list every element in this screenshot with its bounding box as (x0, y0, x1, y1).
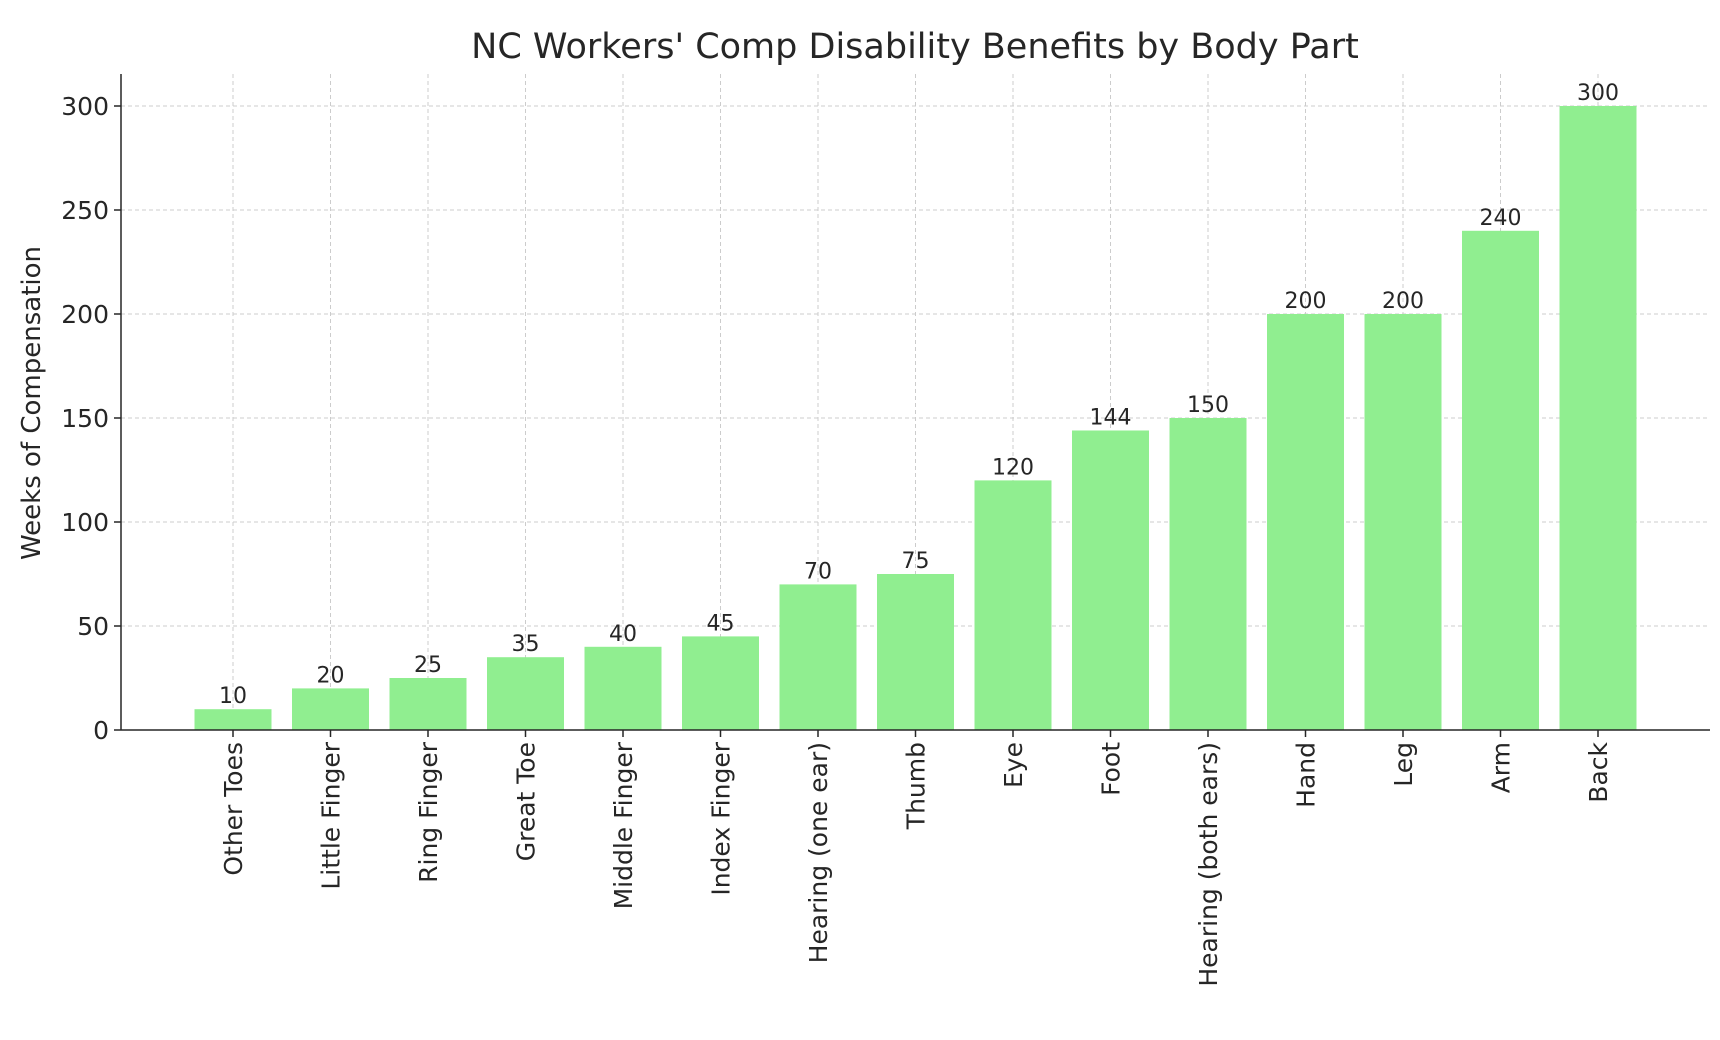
data-label: 25 (414, 653, 442, 678)
data-label: 300 (1577, 81, 1619, 106)
bar (1267, 314, 1344, 730)
bar (1559, 106, 1637, 730)
x-tick-label: Eye (999, 742, 1028, 788)
y-tick-label: 150 (61, 404, 109, 433)
bars: 10 20 25 35 40 45 70 75 120 144 150 200 200 240 300 (194, 81, 1637, 731)
bar (584, 646, 662, 730)
bar (1169, 418, 1247, 730)
bar (779, 584, 857, 730)
data-label: 120 (992, 455, 1034, 480)
y-ticks: 0 50 100 150 200 250 300 (61, 92, 121, 745)
y-tick-label: 200 (61, 300, 109, 329)
x-tick-label: Middle Finger (609, 741, 638, 909)
data-label: 20 (317, 663, 345, 688)
x-tick-label: Leg (1389, 742, 1418, 787)
bar (1364, 314, 1442, 730)
bar (1462, 230, 1539, 731)
data-label: 240 (1480, 206, 1522, 231)
bar (487, 657, 564, 730)
data-label: 45 (707, 611, 735, 636)
bar (389, 678, 467, 730)
x-tick-label: Great Toe (512, 742, 541, 861)
bar (1072, 430, 1149, 730)
bar (974, 480, 1052, 730)
x-ticks: Other Toes Little Finger Ring Finger Great … (219, 730, 1613, 987)
x-tick-label: Hearing (one ear) (804, 742, 833, 963)
y-tick-label: 0 (93, 716, 109, 745)
x-tick-label: Ring Finger (414, 741, 443, 883)
bar (682, 636, 759, 730)
x-tick-label: Thumb (902, 742, 931, 830)
data-label: 200 (1285, 289, 1327, 314)
x-tick-label: Hand (1292, 742, 1321, 808)
x-tick-label: Back (1584, 741, 1613, 802)
y-tick-label: 50 (77, 612, 109, 641)
data-label: 70 (804, 559, 832, 584)
bar (194, 709, 272, 730)
bar (877, 574, 954, 730)
data-label: 75 (902, 549, 930, 574)
y-tick-label: 250 (61, 196, 109, 225)
data-label: 200 (1382, 289, 1424, 314)
data-label: 150 (1187, 393, 1229, 418)
y-axis-label: Weeks of Compensation (17, 246, 47, 560)
data-label: 35 (512, 632, 540, 657)
chart-title: NC Workers' Comp Disability Benefits by … (471, 27, 1359, 67)
x-tick-label: Arm (1487, 742, 1516, 793)
x-tick-label: Index Finger (707, 741, 736, 895)
data-label: 144 (1090, 405, 1132, 430)
x-tick-label: Little Finger (317, 741, 346, 889)
bar (292, 688, 369, 730)
x-tick-label: Foot (1097, 742, 1126, 796)
y-tick-label: 300 (61, 92, 109, 121)
data-label: 10 (219, 684, 247, 709)
x-tick-label: Other Toes (219, 742, 248, 876)
x-tick-label: Hearing (both ears) (1194, 742, 1223, 987)
data-label: 40 (609, 622, 637, 647)
y-tick-label: 100 (61, 508, 109, 537)
